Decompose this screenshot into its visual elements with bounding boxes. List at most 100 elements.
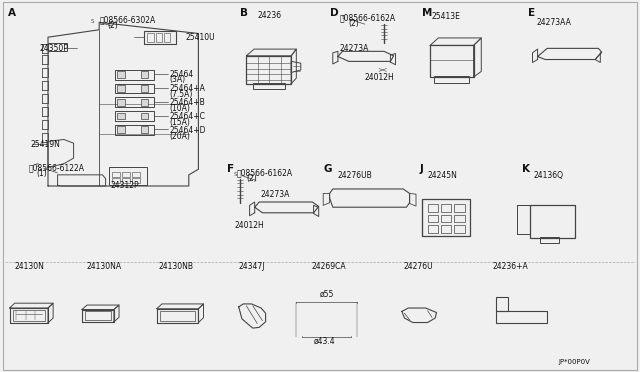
Text: (7.5A): (7.5A) — [170, 90, 193, 99]
Text: 24245N: 24245N — [428, 171, 458, 180]
Bar — [540, 237, 559, 243]
Bar — [115, 111, 154, 121]
Text: (3A): (3A) — [170, 76, 186, 84]
Text: Ⓢ08566-6302A: Ⓢ08566-6302A — [99, 15, 156, 24]
Bar — [48, 43, 67, 51]
Text: Ⓢ08566-6162A: Ⓢ08566-6162A — [237, 169, 293, 177]
Bar — [441, 215, 451, 222]
Bar — [496, 297, 508, 311]
Bar — [496, 311, 547, 323]
Bar — [428, 215, 438, 222]
Bar — [164, 33, 170, 42]
Text: 25464+A: 25464+A — [170, 84, 205, 93]
Text: E: E — [528, 8, 535, 18]
Text: B: B — [240, 8, 248, 18]
Text: 24276UB: 24276UB — [338, 171, 372, 180]
Bar — [117, 71, 125, 78]
Bar — [115, 84, 154, 93]
Text: Ⓢ08566-6162A: Ⓢ08566-6162A — [339, 13, 396, 22]
Text: S: S — [91, 19, 95, 24]
Bar — [441, 225, 451, 232]
Text: 24012H: 24012H — [365, 73, 394, 81]
Bar — [530, 205, 575, 238]
Bar — [144, 31, 176, 44]
Text: (2): (2) — [246, 174, 257, 183]
Bar — [428, 225, 438, 232]
Text: 24347J: 24347J — [239, 262, 265, 271]
Bar — [454, 215, 465, 222]
Text: S: S — [342, 15, 346, 20]
Text: 24273A: 24273A — [339, 44, 369, 53]
Text: J: J — [419, 164, 423, 174]
Text: G: G — [323, 164, 332, 174]
Text: 25464+B: 25464+B — [170, 98, 205, 107]
Text: 24276U: 24276U — [403, 262, 433, 271]
Bar — [132, 178, 140, 183]
Circle shape — [324, 319, 328, 321]
Text: 24273AA: 24273AA — [536, 18, 571, 27]
Text: 25464: 25464 — [170, 70, 194, 79]
Text: (10A): (10A) — [170, 104, 191, 113]
Bar — [117, 113, 125, 119]
Bar — [13, 310, 45, 321]
Text: 24130NA: 24130NA — [86, 262, 122, 271]
Text: 25464+D: 25464+D — [170, 126, 206, 135]
Bar — [141, 113, 148, 119]
Text: S: S — [234, 171, 237, 177]
Text: S: S — [35, 163, 39, 168]
Bar — [454, 225, 465, 232]
Bar — [115, 97, 154, 107]
Text: (1): (1) — [36, 169, 47, 178]
Bar — [122, 172, 130, 177]
Text: 24236+A: 24236+A — [493, 262, 529, 271]
Bar — [112, 178, 120, 183]
Text: 25464+C: 25464+C — [170, 112, 205, 121]
Text: Ⓢ08566-6122A: Ⓢ08566-6122A — [29, 164, 84, 173]
Bar — [112, 172, 120, 177]
Bar — [117, 126, 125, 133]
Bar — [122, 178, 130, 183]
Bar — [147, 33, 154, 42]
Text: A: A — [8, 8, 15, 18]
Bar — [132, 172, 140, 177]
Bar — [434, 76, 469, 83]
Text: F: F — [227, 164, 234, 174]
Bar — [160, 311, 195, 321]
Text: 25413E: 25413E — [432, 12, 461, 21]
Text: (2): (2) — [108, 21, 118, 30]
Text: 24350P: 24350P — [40, 44, 68, 53]
Text: 24136Q: 24136Q — [533, 171, 563, 180]
Text: D: D — [330, 8, 338, 18]
Text: 24236: 24236 — [258, 11, 282, 20]
Text: 25419N: 25419N — [31, 140, 61, 149]
Text: K: K — [522, 164, 529, 174]
Bar — [85, 311, 111, 320]
Text: 24273A: 24273A — [260, 190, 290, 199]
Bar — [117, 99, 125, 106]
Bar — [141, 71, 148, 78]
Text: 24312P: 24312P — [110, 181, 139, 190]
Text: ø55: ø55 — [320, 290, 334, 299]
Bar — [141, 99, 148, 106]
Text: 24130NB: 24130NB — [159, 262, 194, 271]
Bar — [109, 167, 147, 185]
Bar — [253, 83, 285, 89]
Text: (20A): (20A) — [170, 132, 191, 141]
Text: 24269CA: 24269CA — [312, 262, 346, 271]
Text: 25410U: 25410U — [186, 33, 215, 42]
Bar — [141, 126, 148, 133]
Bar — [428, 204, 438, 212]
Bar — [115, 70, 154, 80]
Bar — [454, 204, 465, 212]
Text: M: M — [422, 8, 433, 18]
Text: JP*00P0V: JP*00P0V — [558, 359, 590, 365]
Bar — [430, 45, 474, 77]
Text: 24130N: 24130N — [14, 262, 44, 271]
Text: (15A): (15A) — [170, 118, 191, 127]
Bar — [117, 85, 125, 92]
Bar — [441, 204, 451, 212]
Text: 24012H: 24012H — [235, 221, 264, 230]
Text: (2): (2) — [349, 19, 360, 28]
Bar — [246, 56, 291, 84]
Bar — [115, 125, 154, 135]
